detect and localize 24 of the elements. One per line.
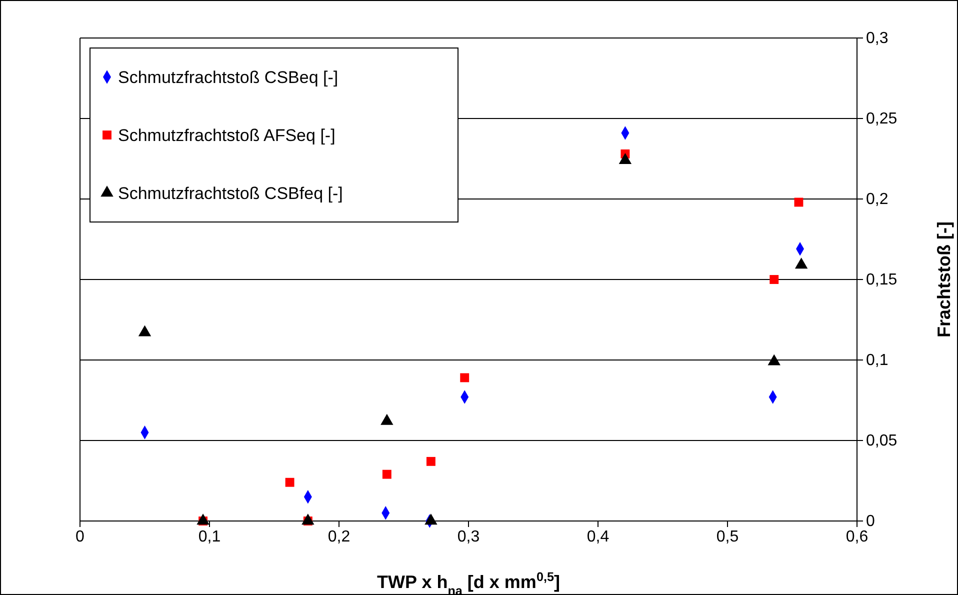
legend-label: Schmutzfrachtstoß CSBfeq [-] bbox=[118, 184, 343, 203]
y-tick-label: 0,05 bbox=[866, 432, 898, 450]
x-tick-label: 0,1 bbox=[198, 528, 221, 546]
x-tick-label: 0 bbox=[76, 528, 85, 546]
x-tick-label: 0,3 bbox=[457, 528, 480, 546]
point bbox=[460, 373, 470, 382]
y-tick-label: 0,15 bbox=[866, 272, 898, 289]
x-tick-label: 0,4 bbox=[586, 528, 610, 546]
y-tick-label: 0,25 bbox=[866, 110, 898, 128]
legend-label: Schmutzfrachtstoß AFSeq [-] bbox=[118, 126, 336, 145]
point bbox=[382, 470, 392, 479]
point bbox=[285, 478, 294, 487]
point bbox=[426, 456, 436, 466]
x-tick-label: 0,5 bbox=[716, 528, 739, 546]
point bbox=[794, 198, 804, 207]
point bbox=[770, 275, 779, 284]
y-tick-label: 0,2 bbox=[866, 191, 888, 208]
legend-label: Schmutzfrachtstoß CSBeq [-] bbox=[118, 68, 338, 87]
y-tick-label: 0,3 bbox=[866, 30, 888, 48]
x-tick-label: 0,2 bbox=[328, 528, 350, 546]
y-axis-title: Frachtstoß [-] bbox=[934, 222, 954, 338]
x-tick-label: 0,6 bbox=[846, 528, 868, 546]
y-tick-label: 0,1 bbox=[866, 352, 888, 370]
y-tick-label: 0 bbox=[866, 513, 875, 530]
